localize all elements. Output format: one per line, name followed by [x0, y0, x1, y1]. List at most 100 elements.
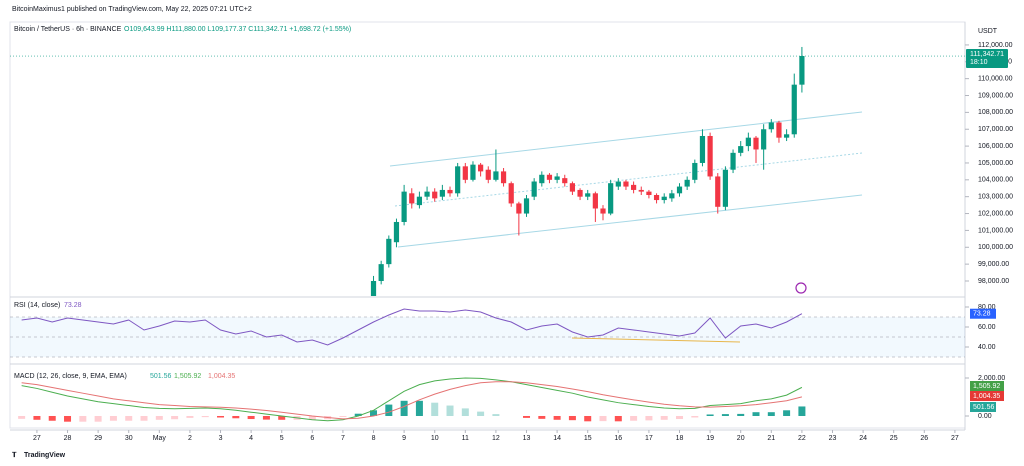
candle-body — [409, 193, 415, 204]
x-tick-label: 12 — [492, 435, 500, 442]
histogram-bar — [94, 415, 102, 422]
histogram-bar — [217, 415, 225, 418]
histogram-bar — [109, 415, 117, 421]
value-box-label: 501.56 — [973, 404, 995, 411]
histogram-bar — [660, 415, 668, 420]
candle-body — [608, 183, 614, 214]
histogram-bar — [64, 415, 72, 422]
histogram-bar — [706, 414, 714, 416]
x-tick-label: 18 — [676, 435, 684, 442]
x-tick-label: 7 — [341, 435, 345, 442]
candle-body — [745, 137, 751, 147]
histogram-bar — [492, 414, 500, 416]
x-tick-label: 26 — [920, 435, 928, 442]
value-box-label: 1,004.35 — [973, 393, 1000, 400]
rsi-line — [21, 308, 803, 346]
histogram-bar — [523, 415, 531, 418]
candle-body — [768, 122, 774, 130]
candle-body — [562, 178, 568, 184]
histogram-bar — [752, 412, 760, 416]
event-icon — [795, 282, 807, 294]
candle-body — [508, 183, 514, 204]
x-tick-label: 9 — [402, 435, 406, 442]
x-tick-label: 13 — [523, 435, 531, 442]
histogram-bar — [385, 404, 393, 416]
candle-body — [478, 164, 484, 172]
histogram-bar — [446, 405, 454, 416]
y-tick-label: 60.00 — [978, 324, 996, 331]
histogram-bar — [262, 415, 270, 420]
candle-body — [661, 196, 667, 201]
candle-body — [715, 176, 721, 207]
y-tick-label: 104,000.00 — [978, 177, 1013, 184]
histogram-bar — [676, 415, 684, 420]
histogram-bar — [354, 413, 362, 416]
legend-value: 1,505.92 — [174, 373, 201, 380]
candle-body — [523, 198, 530, 214]
histogram-bar — [599, 415, 607, 422]
y-tick-label: 80.00 — [978, 304, 996, 311]
candle-body — [455, 166, 461, 194]
legend-value: 1,004.35 — [208, 373, 235, 380]
last-price-box — [966, 49, 1008, 69]
histogram-bar — [614, 415, 622, 422]
histogram-bar — [171, 415, 179, 420]
x-tick-label: 25 — [890, 435, 898, 442]
channel — [389, 111, 863, 248]
histogram-bar — [370, 410, 378, 416]
histogram-bar — [79, 415, 87, 422]
candle-body — [722, 169, 729, 207]
candle-body — [378, 264, 384, 281]
y-tick-label: 105,000.00 — [978, 160, 1013, 167]
candle-body — [424, 191, 430, 197]
x-tick-label: 3 — [219, 435, 223, 442]
candle-body — [669, 193, 675, 199]
candle-body — [493, 171, 499, 180]
x-tick-label: 11 — [462, 435, 469, 442]
rsi-band — [10, 317, 965, 357]
brand-logo: 𝐓 — [12, 451, 17, 459]
value-box-label: 1,505.92 — [973, 383, 1000, 390]
legend-value: 501.56 — [150, 373, 172, 380]
y-tick-label: 40.00 — [978, 344, 996, 351]
x-tick-label: 15 — [584, 435, 592, 442]
histogram-bar — [232, 415, 240, 419]
candle-body — [554, 176, 560, 180]
ohlc-text: O109,643.99 H111,880.00 L109,177.37 C111… — [124, 26, 351, 33]
histogram-bar — [767, 412, 775, 416]
currency: USDT — [978, 28, 998, 35]
candle-body — [539, 174, 545, 184]
histogram-bar — [553, 415, 561, 420]
candle-body — [470, 164, 476, 180]
value-box — [970, 402, 996, 412]
histogram-bar — [247, 415, 255, 420]
histogram-bar — [186, 415, 194, 418]
histogram-bar — [691, 415, 699, 418]
x-tick-label: 27 — [33, 435, 41, 442]
x-tick-label: 14 — [553, 435, 561, 442]
histogram-bar — [461, 408, 469, 416]
y-tick-label: 98,000.00 — [978, 278, 1009, 285]
x-tick-label: 23 — [829, 435, 837, 442]
y-tick-label: 109,000.00 — [978, 92, 1013, 99]
candle-body — [707, 135, 713, 177]
x-tick-label: 10 — [431, 435, 439, 442]
candle-body — [615, 181, 621, 187]
y-tick-label: 102,000.00 — [978, 210, 1013, 217]
x-tick-label: 29 — [94, 435, 102, 442]
candle-body — [500, 171, 507, 184]
candle-body — [432, 191, 438, 199]
channel-upper — [389, 111, 863, 167]
histogram-bar — [630, 415, 638, 421]
x-tick-label: 27 — [951, 435, 959, 442]
x-tick-label: 4 — [249, 435, 253, 442]
candle-body — [653, 194, 660, 201]
x-tick-label: 22 — [798, 435, 806, 442]
x-tick-label: 6 — [310, 435, 314, 442]
candle-body — [684, 179, 690, 187]
histogram-bar — [308, 415, 316, 420]
candle-body — [416, 196, 423, 206]
histogram-bar — [538, 415, 546, 419]
y-tick-label: 103,000.00 — [978, 194, 1013, 201]
histogram-bar — [568, 415, 576, 421]
